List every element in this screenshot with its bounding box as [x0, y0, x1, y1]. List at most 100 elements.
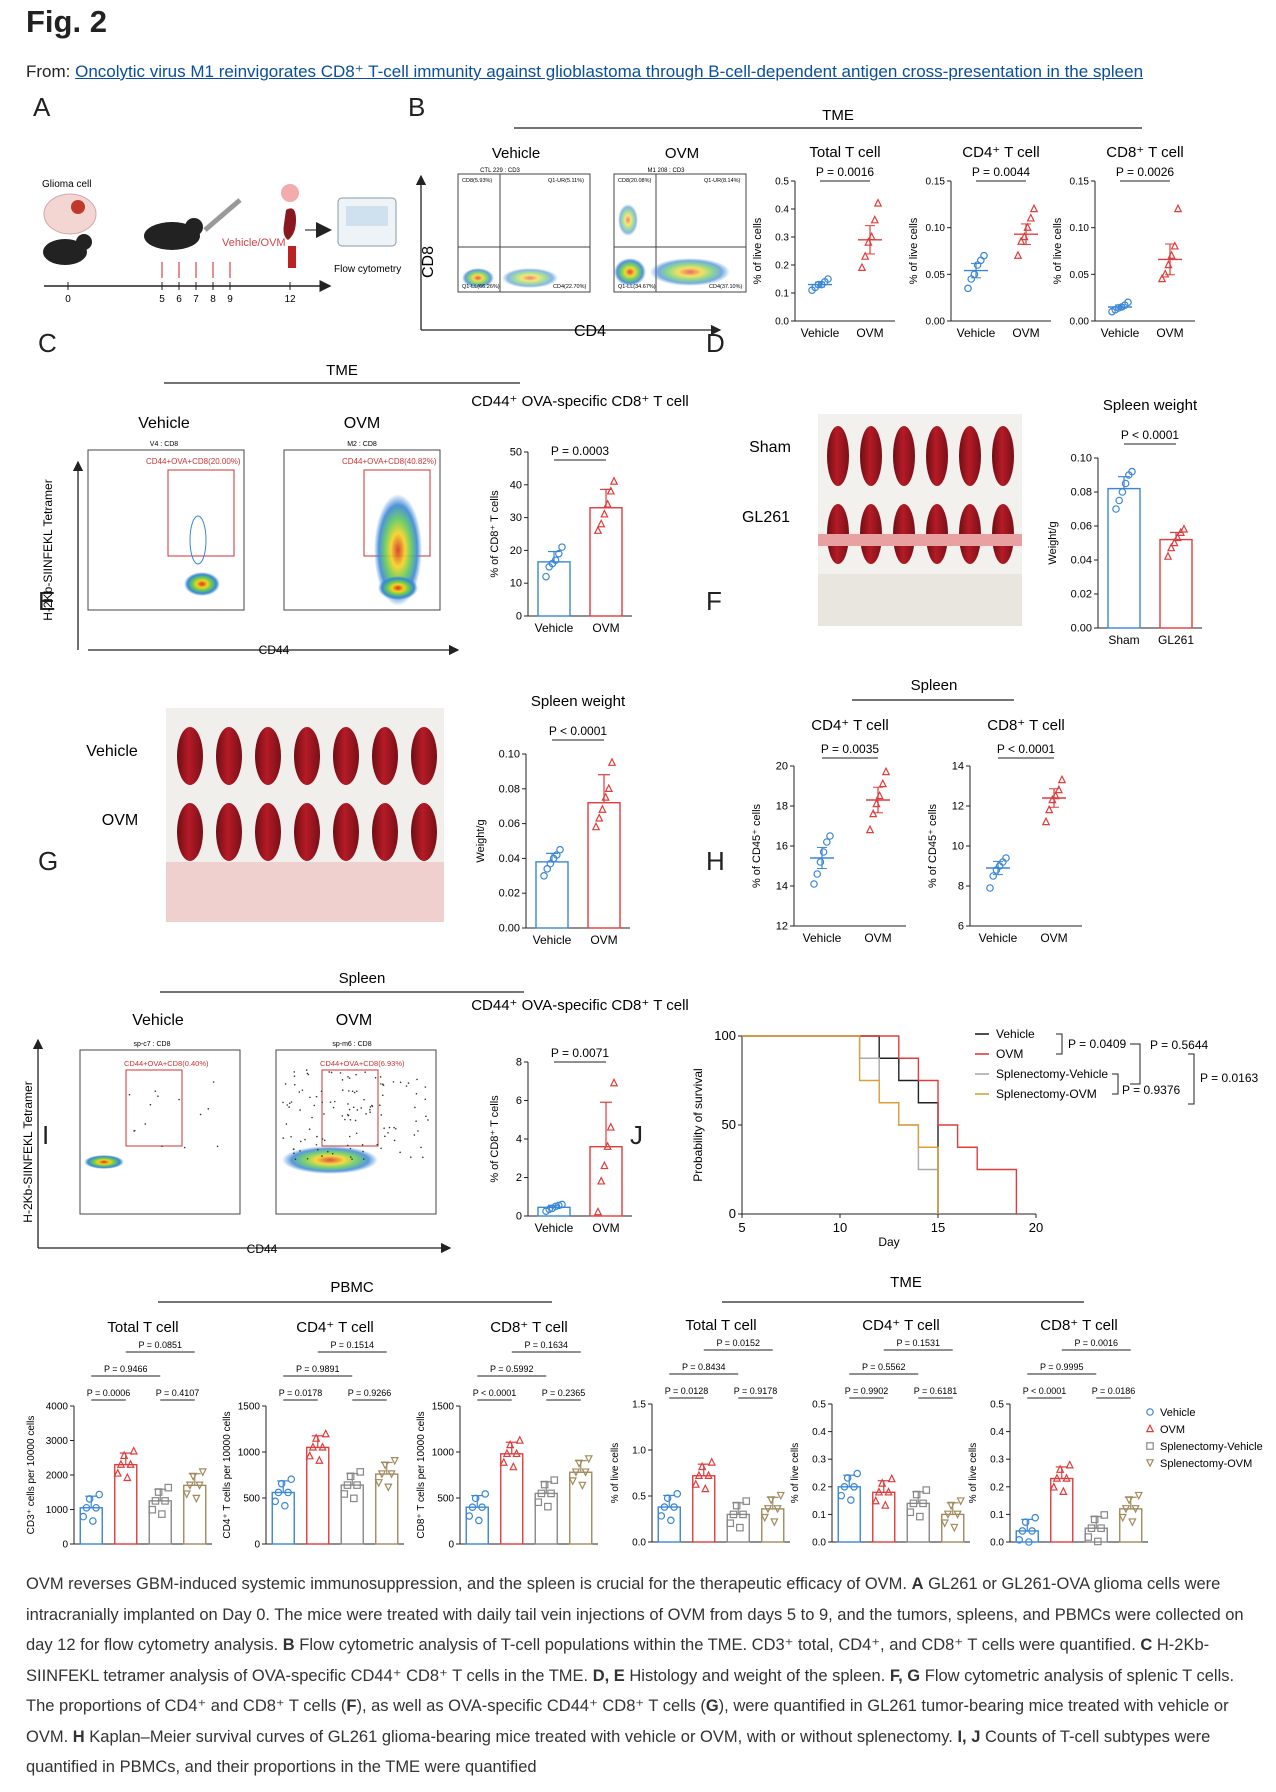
panel-letter-b: B: [408, 92, 426, 122]
data-point: [305, 1451, 314, 1460]
p-value: P = 0.0071: [551, 1046, 609, 1060]
panel-letter-f: F: [706, 586, 722, 616]
timeline-day: 12: [284, 294, 296, 305]
spleen: [959, 426, 981, 486]
p-value: P = 0.9266: [348, 1388, 392, 1398]
timeline-day: 0: [65, 294, 71, 305]
event-dot: [351, 1158, 353, 1160]
data-point: [1041, 816, 1051, 826]
event-dot: [407, 1082, 410, 1084]
p-value: P = 0.1531: [896, 1338, 940, 1348]
b-vehicle-plot: [457, 173, 591, 293]
caption-ref-g: G: [705, 1697, 719, 1715]
data-point: [593, 1207, 603, 1216]
data-point: [986, 884, 994, 892]
data-point: [188, 1472, 198, 1482]
legend-marker: [1146, 1408, 1154, 1416]
panel-letter-e: E: [38, 586, 56, 616]
chart-title: Total T cell: [809, 144, 880, 161]
event-dot: [374, 1076, 377, 1079]
data-point: [881, 766, 891, 776]
data-point: [1121, 1505, 1131, 1514]
event-dot: [333, 1100, 336, 1103]
y-tick-label: 500: [243, 1494, 260, 1505]
data-point: [551, 556, 560, 565]
chart-F1: 12 14 16 18 20 % of CD45⁺ cells CD4⁺ T cell Veh…: [751, 717, 906, 945]
y-tick-label: 0.0: [632, 1538, 646, 1549]
event-dot: [361, 1143, 364, 1146]
event-dot: [349, 1147, 352, 1150]
y-tick-label: 1000: [46, 1505, 69, 1516]
event-dot: [362, 1158, 365, 1160]
event-dot: [329, 1101, 332, 1103]
event-dot: [292, 1148, 295, 1151]
data-point: [881, 1500, 890, 1509]
p-value: P = 0.0003: [551, 444, 609, 458]
event-dot: [349, 1119, 352, 1121]
event-dot: [293, 1075, 296, 1077]
data-point: [1021, 1518, 1030, 1526]
data-point: [1020, 231, 1029, 241]
data-point: [873, 198, 883, 207]
chart-I3: 0 500 1000 1500 CD8⁺ T cells per 10000 cells…: [416, 1319, 598, 1551]
event-dot: [216, 1145, 219, 1148]
category-label: Vehicle: [803, 931, 842, 945]
caption-text-1: OVM reverses GBM-induced systemic immuno…: [26, 1575, 912, 1593]
bar: [872, 1491, 896, 1543]
g-ovm-gate: CD44+OVA+CD8(6.93%): [320, 1059, 405, 1068]
data-point: [1057, 774, 1067, 784]
event-dot: [330, 1071, 333, 1074]
legend-marker: [1145, 1423, 1155, 1433]
spleen: [333, 803, 359, 861]
p-value: P = 0.9178: [734, 1386, 778, 1396]
chart-title: CD4⁺ T cell: [296, 1319, 373, 1336]
spleen: [372, 803, 398, 861]
data-point: [574, 1459, 584, 1468]
data-point: [350, 1494, 358, 1503]
data-point: [970, 270, 979, 279]
event-dot: [383, 1127, 385, 1130]
event-dot: [290, 1101, 293, 1103]
b-v-gate-2: Q1-UR(5.11%): [548, 178, 584, 184]
event-dot: [304, 1138, 306, 1141]
data-point: [558, 1200, 566, 1209]
caption-text-8: ), were quantified in GL261 tumor-bearin…: [26, 1697, 1229, 1746]
bar: [837, 1486, 861, 1543]
legend-label: Splenectomy-Vehicle: [1160, 1441, 1263, 1453]
chart-title: CD4⁺ T cell: [862, 1317, 939, 1334]
y-tick-label: 8: [958, 881, 964, 893]
data-point: [129, 1446, 138, 1455]
data-point: [79, 1512, 88, 1521]
data-point: [1013, 250, 1023, 259]
data-point: [667, 1516, 675, 1525]
y-tick-label: 0.2: [990, 1482, 1004, 1493]
event-dot: [388, 1126, 391, 1129]
data-point: [475, 1516, 483, 1525]
p-value: P < 0.0001: [549, 724, 607, 738]
data-point: [826, 832, 834, 840]
data-point: [119, 1450, 129, 1460]
data-point: [697, 1461, 707, 1471]
data-point: [607, 757, 617, 766]
category-label: Vehicle: [535, 621, 574, 635]
spleen: [255, 803, 281, 861]
y-tick-label: 6: [958, 921, 964, 933]
chart-G1: 0 2 4 6 8 % of CD8⁺ T cells CD44⁺ OVA-specific…: [471, 997, 689, 1235]
event-dot: [384, 1135, 386, 1138]
article-link[interactable]: Oncolytic virus M1 reinvigorates CD8⁺ T-…: [75, 62, 1144, 81]
event-dot: [415, 1120, 417, 1122]
y-tick-label: 50: [722, 1117, 736, 1132]
data-point: [869, 808, 878, 818]
spleen-icon: [283, 208, 296, 240]
b-v-gate-1: CD8(5.93%): [462, 178, 492, 184]
data-point: [760, 1513, 769, 1523]
category-label: OVM: [864, 931, 891, 945]
y-tick-label: 20: [510, 545, 522, 557]
category-label: Vehicle: [533, 933, 572, 947]
data-point: [318, 1442, 327, 1451]
event-dot: [424, 1086, 427, 1088]
data-point: [502, 1448, 512, 1458]
category-label: Vehicle: [979, 931, 1018, 945]
p-value: P = 0.1514: [330, 1340, 374, 1350]
e-ovm-label: OVM: [102, 812, 138, 829]
